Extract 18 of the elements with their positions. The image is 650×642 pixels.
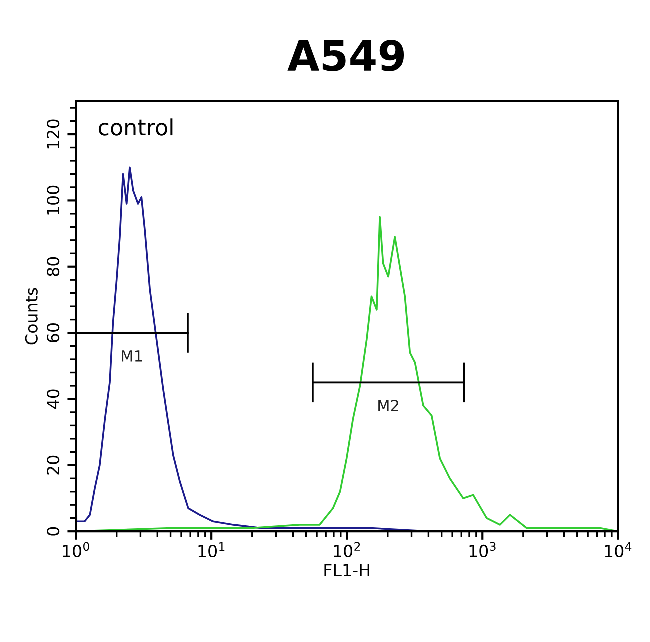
y-tick-label: 20 bbox=[47, 456, 60, 475]
annotation: control bbox=[98, 118, 173, 136]
y-tick-label: 0 bbox=[47, 527, 60, 536]
y-tick-label: 100 bbox=[47, 186, 60, 215]
y-tick-label: 80 bbox=[47, 257, 60, 276]
y-axis-title: Counts bbox=[25, 288, 38, 345]
x-tick-label: 10$^{4}$ bbox=[605, 542, 632, 558]
series-label: M2 bbox=[378, 400, 398, 412]
x-tick-label: 10$^{3}$ bbox=[470, 542, 496, 558]
y-tick-label: 120 bbox=[47, 120, 60, 149]
x-tick-label: 10$^{1}$ bbox=[198, 542, 225, 558]
x-axis-title: FL1-H bbox=[324, 564, 370, 576]
series-label: M1 bbox=[122, 350, 142, 362]
chart-title: A549 bbox=[288, 40, 404, 72]
x-tick-label: 10$^{0}$ bbox=[63, 542, 90, 558]
y-tick-label: 60 bbox=[47, 324, 60, 342]
x-tick-label: 10$^{2}$ bbox=[334, 542, 360, 558]
y-tick-label: 40 bbox=[47, 390, 60, 410]
